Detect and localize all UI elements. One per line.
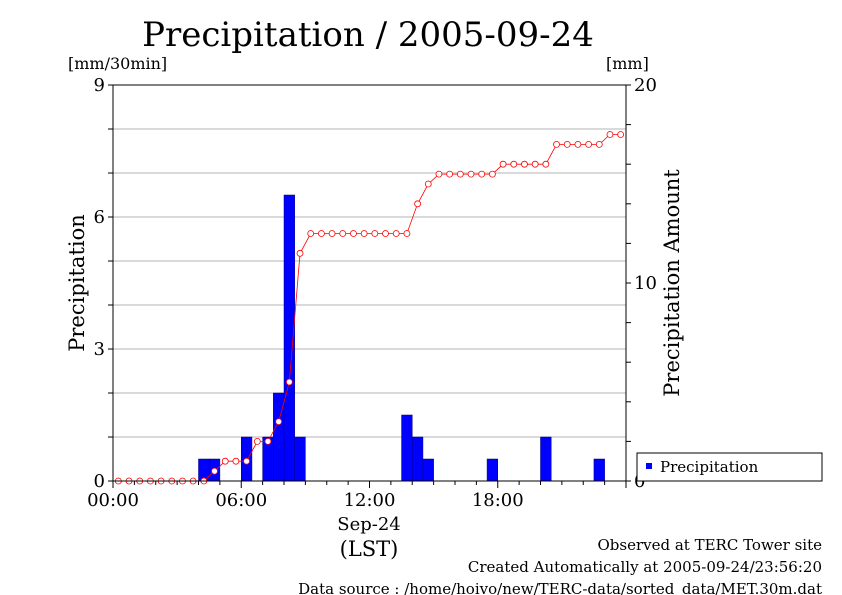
cumulative-amount-point	[478, 170, 486, 178]
cumulative-amount-point	[510, 160, 518, 168]
x-axis-date-label: Sep-24	[337, 514, 401, 535]
cumulative-amount-point	[307, 230, 315, 237]
y2-tick-label: 20	[634, 75, 657, 96]
x-tick-label: 06:00	[215, 490, 267, 511]
cumulative-amount-point	[617, 131, 625, 138]
precipitation-bar	[273, 392, 285, 482]
cumulative-amount-point	[489, 170, 496, 178]
cumulative-amount-point	[456, 170, 464, 178]
cumulative-amount-point	[371, 230, 379, 237]
precipitation-bar	[486, 458, 498, 482]
y-tick-label: 9	[94, 75, 105, 96]
cumulative-amount-point	[350, 230, 357, 237]
y-tick-label: 6	[94, 207, 105, 228]
cumulative-amount-point	[243, 457, 250, 465]
cumulative-amount-point	[221, 457, 229, 465]
precipitation-bar	[422, 458, 434, 482]
precipitation-bar	[401, 414, 413, 482]
legend-swatch	[646, 463, 652, 469]
cumulative-amount-point	[285, 378, 293, 386]
cumulative-amount-point	[595, 140, 603, 148]
footer-observed: Observed at TERC Tower site	[597, 536, 822, 554]
cumulative-amount-point	[403, 230, 411, 237]
y-tick-label: 0	[94, 471, 105, 492]
cumulative-amount-point	[296, 249, 304, 257]
y2-axis-label: Precipitation Amount	[660, 169, 684, 397]
precipitation-bar	[593, 458, 605, 482]
left-axis-unit: [mm/30min]	[68, 54, 167, 73]
right-axis-unit: [mm]	[606, 54, 649, 73]
cumulative-amount-point	[585, 140, 592, 148]
cumulative-amount-point	[328, 230, 336, 237]
cumulative-amount-point	[542, 160, 550, 168]
precipitation-bar	[412, 436, 424, 482]
footer-created: Created Automatically at 2005-09-24/23:5…	[468, 558, 822, 576]
cumulative-amount-point	[318, 230, 325, 237]
cumulative-amount-point	[360, 230, 368, 237]
cumulative-amount-point	[606, 131, 614, 138]
cumulative-amount-point	[211, 467, 218, 475]
cumulative-amount-point	[232, 457, 240, 465]
plot-frame	[112, 84, 627, 482]
x-axis-timezone-label: (LST)	[340, 537, 399, 561]
grid-lines	[113, 128, 626, 438]
cumulative-amount-point	[424, 180, 432, 188]
footer-source: Data source : /home/hoivo/new/TERC-data/…	[298, 580, 822, 595]
legend-label: Precipitation	[660, 458, 759, 476]
cumulative-amount-point	[414, 200, 421, 208]
cumulative-amount-point	[435, 170, 443, 178]
cumulative-amount-point	[264, 437, 272, 445]
cumulative-amount-point	[253, 437, 261, 445]
cumulative-amount-line	[118, 134, 621, 482]
cumulative-amount-point	[275, 418, 283, 426]
precipitation-bar	[540, 436, 552, 482]
y-tick-label: 3	[94, 339, 105, 360]
cumulative-amount-point	[382, 230, 389, 237]
legend-box	[636, 452, 823, 482]
precipitation-bar	[294, 436, 306, 482]
cumulative-amount-point	[467, 170, 475, 178]
y2-tick-label: 10	[634, 273, 657, 294]
cumulative-amount-point	[563, 140, 571, 148]
cumulative-amount-point	[521, 160, 528, 168]
cumulative-amount-point	[499, 160, 507, 168]
cumulative-amount-point	[392, 230, 400, 237]
legend: Precipitation	[636, 452, 823, 482]
bar-series	[198, 194, 605, 482]
cumulative-amount-point	[531, 160, 539, 168]
cumulative-amount-point	[553, 140, 560, 148]
line-series	[114, 131, 625, 485]
cumulative-amount-point	[574, 140, 582, 148]
chart-title: Precipitation / 2005-09-24	[142, 15, 594, 55]
x-tick-label: 12:00	[344, 490, 396, 511]
cumulative-amount-point	[339, 230, 347, 237]
y-axis-label: Precipitation	[65, 214, 89, 352]
x-tick-label: 00:00	[87, 490, 139, 511]
cumulative-amount-point	[446, 170, 454, 178]
x-tick-label: 18:00	[472, 490, 524, 511]
